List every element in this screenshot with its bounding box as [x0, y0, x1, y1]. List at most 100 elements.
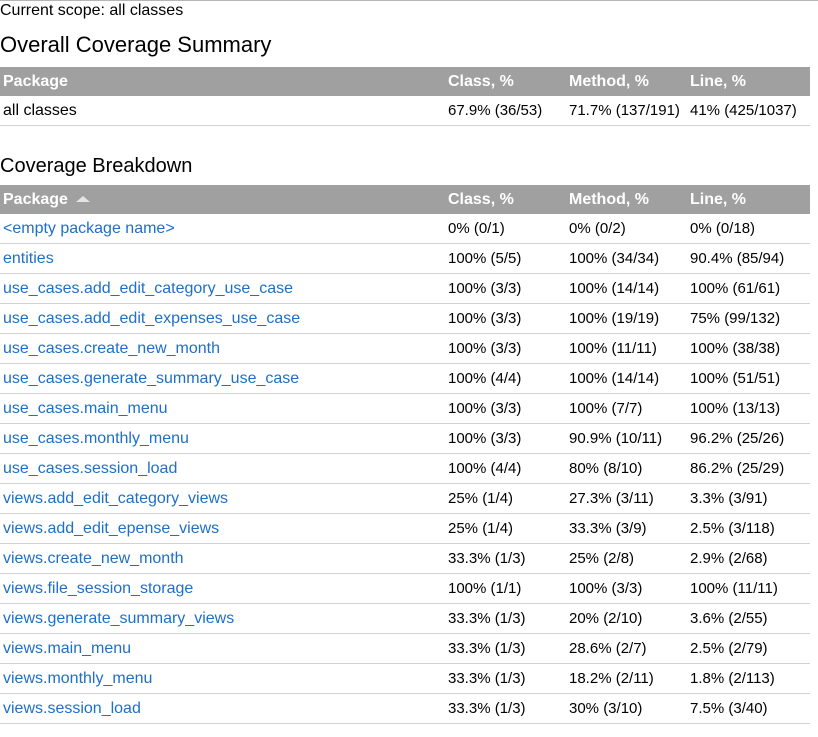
class-coverage: 33.3% (1/3): [445, 663, 566, 694]
class-coverage: 100% (5/5): [445, 243, 566, 274]
table-row: use_cases.generate_summary_use_case 100% …: [0, 363, 810, 394]
class-coverage: 100% (4/4): [445, 453, 566, 484]
overall-header-row: Package Class, % Method, % Line, %: [0, 67, 810, 96]
line-coverage: 100% (61/61): [687, 273, 810, 304]
method-coverage: 100% (7/7): [566, 393, 687, 424]
method-coverage: 100% (3/3): [566, 573, 687, 604]
class-coverage: 25% (1/4): [445, 483, 566, 514]
method-coverage: 18.2% (2/11): [566, 663, 687, 694]
coverage-breakdown-table: Package Class, % Method, % Line, % <empt…: [0, 185, 810, 724]
class-coverage: 33.3% (1/3): [445, 603, 566, 634]
column-header-package-sortable[interactable]: Package: [0, 185, 445, 214]
method-coverage: 100% (34/34): [566, 243, 687, 274]
package-link[interactable]: use_cases.generate_summary_use_case: [3, 369, 300, 387]
column-header-method: Method, %: [566, 67, 687, 96]
line-coverage: 100% (51/51): [687, 363, 810, 394]
table-row: views.monthly_menu 33.3% (1/3) 18.2% (2/11…: [0, 663, 810, 694]
package-link[interactable]: views.add_edit_category_views: [3, 489, 229, 507]
coverage-breakdown-title: Coverage Breakdown: [0, 155, 193, 177]
line-coverage: 100% (11/11): [687, 573, 810, 604]
method-coverage: 30% (3/10): [566, 693, 687, 724]
package-cell: use_cases.add_edit_category_use_case: [0, 273, 445, 304]
line-coverage: 1.8% (2/113): [687, 663, 810, 694]
table-row: all classes 67.9% (36/53) 71.7% (137/191…: [0, 96, 810, 126]
table-row: views.main_menu 33.3% (1/3) 28.6% (2/7) 2.5…: [0, 633, 810, 664]
package-link[interactable]: views.add_edit_epense_views: [3, 519, 220, 537]
column-header-label: Package: [3, 190, 68, 208]
table-row: views.generate_summary_views 33.3% (1/3) 2…: [0, 603, 810, 634]
package-link[interactable]: use_cases.add_edit_category_use_case: [3, 279, 293, 297]
package-cell: use_cases.add_edit_expenses_use_case: [0, 303, 445, 334]
method-coverage: 100% (19/19): [566, 303, 687, 334]
package-cell: views.session_load: [0, 693, 445, 724]
package-link[interactable]: <empty package name>: [3, 219, 175, 237]
package-link[interactable]: views.monthly_menu: [3, 669, 153, 687]
method-coverage: 71.7% (137/191): [566, 96, 687, 126]
method-coverage: 0% (0/2): [566, 214, 687, 244]
table-row: views.session_load 33.3% (1/3) 30% (3/10) 7…: [0, 693, 810, 724]
class-coverage: 100% (3/3): [445, 393, 566, 424]
table-row: views.add_edit_category_views 25% (1/4) 27…: [0, 483, 810, 514]
method-coverage: 90.9% (10/11): [566, 423, 687, 454]
class-coverage: 67.9% (36/53): [445, 96, 566, 126]
line-coverage: 86.2% (25/29): [687, 453, 810, 484]
class-coverage: 100% (3/3): [445, 273, 566, 304]
method-coverage: 20% (2/10): [566, 603, 687, 634]
package-link[interactable]: views.main_menu: [3, 639, 132, 657]
package-link[interactable]: views.file_session_storage: [3, 579, 194, 597]
method-coverage: 100% (14/14): [566, 363, 687, 394]
column-header-line[interactable]: Line, %: [687, 185, 810, 214]
method-coverage: 100% (14/14): [566, 273, 687, 304]
package-link[interactable]: entities: [3, 249, 54, 267]
package-link[interactable]: use_cases.monthly_menu: [3, 429, 189, 447]
line-coverage: 2.5% (2/79): [687, 633, 810, 664]
package-cell: <empty package name>: [0, 214, 445, 244]
sort-ascending-icon: [75, 195, 90, 202]
package-link[interactable]: views.create_new_month: [3, 549, 184, 567]
column-header-package: Package: [0, 67, 445, 96]
package-cell: views.main_menu: [0, 633, 445, 664]
table-row: <empty package name> 0% (0/1) 0% (0/2) 0% (…: [0, 214, 810, 244]
table-row: use_cases.add_edit_expenses_use_case 100%…: [0, 303, 810, 334]
method-coverage: 33.3% (3/9): [566, 513, 687, 544]
overall-summary-table: Package Class, % Method, % Line, % all c…: [0, 67, 810, 126]
method-coverage: 80% (8/10): [566, 453, 687, 484]
overall-summary-title: Overall Coverage Summary: [0, 32, 272, 57]
package-cell: entities: [0, 243, 445, 274]
package-cell: views.add_edit_category_views: [0, 483, 445, 514]
line-coverage: 100% (38/38): [687, 333, 810, 364]
current-scope: Current scope: all classes: [0, 2, 184, 19]
package-cell: views.monthly_menu: [0, 663, 445, 694]
package-link[interactable]: use_cases.add_edit_expenses_use_case: [3, 309, 301, 327]
column-header-class[interactable]: Class, %: [445, 185, 566, 214]
line-coverage: 2.9% (2/68): [687, 543, 810, 574]
package-link[interactable]: use_cases.session_load: [3, 459, 178, 477]
table-row: views.add_edit_epense_views 25% (1/4) 33.3…: [0, 513, 810, 544]
method-coverage: 28.6% (2/7): [566, 633, 687, 664]
class-coverage: 100% (3/3): [445, 423, 566, 454]
package-link[interactable]: use_cases.create_new_month: [3, 339, 221, 357]
class-coverage: 0% (0/1): [445, 214, 566, 244]
column-header-line: Line, %: [687, 67, 810, 96]
column-header-method[interactable]: Method, %: [566, 185, 687, 214]
table-row: entities 100% (5/5) 100% (34/34) 90.4% (85/…: [0, 243, 810, 274]
package-link[interactable]: views.session_load: [3, 699, 141, 717]
class-coverage: 33.3% (1/3): [445, 543, 566, 574]
package-cell: use_cases.session_load: [0, 453, 445, 484]
table-row: use_cases.session_load 100% (4/4) 80% (8/1…: [0, 453, 810, 484]
class-coverage: 25% (1/4): [445, 513, 566, 544]
line-coverage: 100% (13/13): [687, 393, 810, 424]
table-row: use_cases.create_new_month 100% (3/3) 100%…: [0, 333, 810, 364]
package-cell: views.file_session_storage: [0, 573, 445, 604]
method-coverage: 100% (11/11): [566, 333, 687, 364]
class-coverage: 33.3% (1/3): [445, 693, 566, 724]
package-cell: views.add_edit_epense_views: [0, 513, 445, 544]
package-link[interactable]: use_cases.main_menu: [3, 399, 168, 417]
class-coverage: 33.3% (1/3): [445, 633, 566, 664]
class-coverage: 100% (4/4): [445, 363, 566, 394]
line-coverage: 3.6% (2/55): [687, 603, 810, 634]
line-coverage: 41% (425/1037): [687, 96, 810, 126]
table-row: views.file_session_storage 100% (1/1) 100%…: [0, 573, 810, 604]
package-link[interactable]: views.generate_summary_views: [3, 609, 235, 627]
class-coverage: 100% (3/3): [445, 303, 566, 334]
